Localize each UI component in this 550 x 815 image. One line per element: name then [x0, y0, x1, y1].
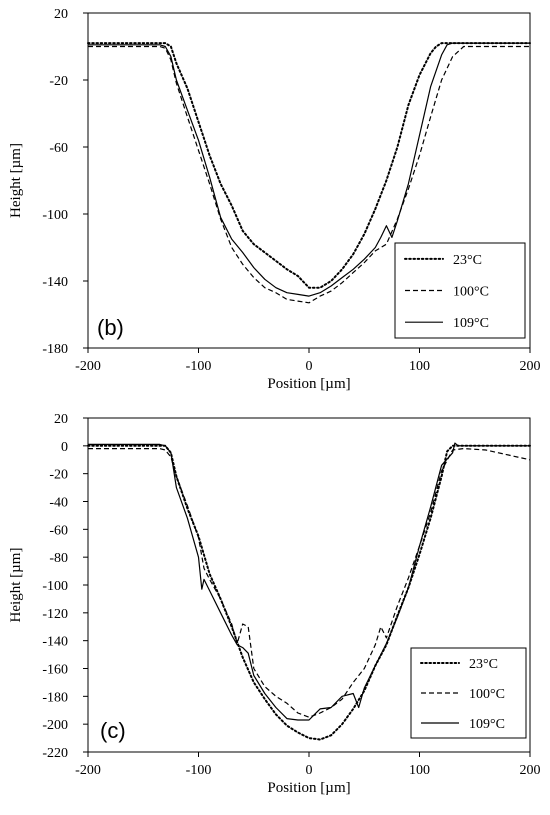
legend-label: 109°C [469, 717, 505, 732]
y-axis-title: Height [µm] [8, 143, 24, 218]
y-tick-label: -100 [42, 579, 68, 594]
series-line-1 [87, 444, 531, 741]
y-tick-label: -220 [42, 746, 68, 761]
x-tick-label: 100 [409, 359, 430, 374]
legend: 23°C 100°C 109°C [394, 242, 526, 339]
y-tick-label: -20 [49, 468, 68, 483]
panel-label: (c) [100, 718, 126, 743]
legend-label: 23°C [453, 253, 482, 268]
y-tick-label: -200 [42, 718, 68, 733]
series-line-3 [88, 442, 530, 721]
y-axis-title: Height [µm] [8, 548, 24, 623]
y-tick-label: -100 [42, 208, 68, 223]
x-tick-label: -100 [186, 359, 212, 374]
series-line-3 [88, 42, 530, 297]
legend: 23°C 100°C 109°C [410, 647, 527, 739]
legend-label: 109°C [453, 316, 489, 331]
y-tick-label: -40 [49, 496, 68, 511]
legend-label: 100°C [469, 687, 505, 702]
y-tick-label: -180 [42, 342, 68, 357]
y-tick-label: -20 [49, 74, 68, 89]
y-tick-label: -60 [49, 523, 68, 538]
series-line-2 [88, 45, 530, 304]
x-axis-title: Position [µm] [267, 376, 350, 392]
x-tick-label: 0 [306, 359, 313, 374]
y-tick-label: -80 [49, 551, 68, 566]
y-tick-label: 20 [54, 7, 68, 22]
x-axis-title: Position [µm] [267, 780, 350, 796]
y-tick-label: -60 [49, 141, 68, 156]
x-tick-label: 200 [520, 763, 541, 778]
x-tick-label: 200 [520, 359, 541, 374]
y-tick-label: 20 [54, 412, 68, 427]
panel-label: (b) [97, 315, 124, 340]
x-tick-label: -200 [75, 763, 101, 778]
series-line-1 [87, 42, 531, 289]
y-tick-label: -120 [42, 607, 68, 622]
y-tick-label: -180 [42, 690, 68, 705]
x-tick-label: 100 [409, 763, 430, 778]
legend-label: 100°C [453, 285, 489, 300]
panel-b-chart: -200 -100 0 100 200 20 -20 -60 -100 -140 -180 Posit… [8, 7, 541, 392]
y-tick-label: -140 [42, 635, 68, 650]
y-tick-label: -140 [42, 275, 68, 290]
x-tick-label: -200 [75, 359, 101, 374]
legend-label: 23°C [469, 657, 498, 672]
panel-c-chart: -200 -100 0 100 200200-20-40-60-80-100-120-1… [8, 412, 541, 796]
y-tick-label: -160 [42, 663, 68, 678]
x-tick-label: -100 [186, 763, 212, 778]
y-tick-label: 0 [61, 440, 68, 455]
x-tick-label: 0 [306, 763, 313, 778]
